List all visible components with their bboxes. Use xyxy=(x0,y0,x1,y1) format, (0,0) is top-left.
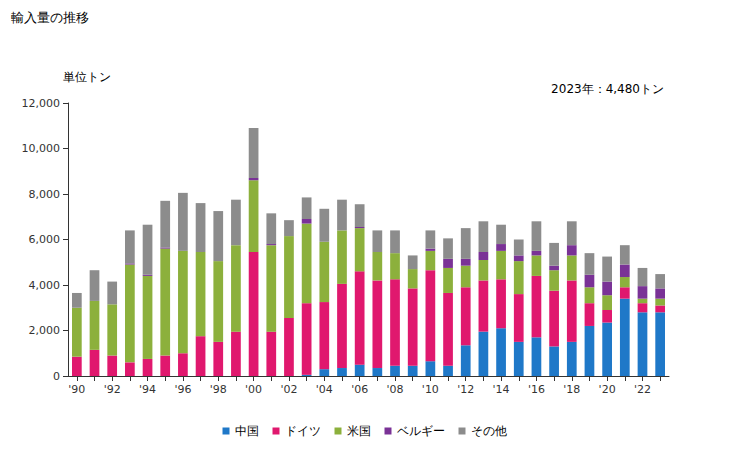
svg-text:'12: '12 xyxy=(457,383,474,396)
svg-text:'06: '06 xyxy=(351,383,368,396)
svg-text:'10: '10 xyxy=(422,383,439,396)
svg-text:'22: '22 xyxy=(634,383,651,396)
svg-text:単位トン: 単位トン xyxy=(63,70,111,84)
svg-text:'08: '08 xyxy=(386,383,403,396)
svg-text:'92: '92 xyxy=(104,383,121,396)
svg-text:米国: 米国 xyxy=(347,424,371,438)
svg-text:'96: '96 xyxy=(174,383,191,396)
svg-text:'16: '16 xyxy=(528,383,545,396)
svg-text:ドイツ: ドイツ xyxy=(285,424,321,438)
svg-text:8,000: 8,000 xyxy=(29,188,61,201)
svg-text:'90: '90 xyxy=(68,383,85,396)
svg-text:その他: その他 xyxy=(471,424,507,438)
svg-text:'02: '02 xyxy=(280,383,297,396)
svg-text:4,000: 4,000 xyxy=(29,279,61,292)
svg-text:6,000: 6,000 xyxy=(29,233,61,246)
svg-text:'94: '94 xyxy=(139,383,156,396)
svg-text:2,000: 2,000 xyxy=(29,324,61,337)
svg-text:'98: '98 xyxy=(210,383,227,396)
svg-text:10,000: 10,000 xyxy=(22,142,61,155)
svg-text:'00: '00 xyxy=(245,383,262,396)
svg-text:'04: '04 xyxy=(316,383,333,396)
svg-text:'20: '20 xyxy=(599,383,616,396)
svg-text:輸入量の推移: 輸入量の推移 xyxy=(11,10,89,25)
svg-text:ベルギー: ベルギー xyxy=(397,424,445,438)
svg-text:中国: 中国 xyxy=(235,424,259,438)
svg-text:2023年：4,480トン: 2023年：4,480トン xyxy=(551,82,664,96)
svg-text:'18: '18 xyxy=(563,383,580,396)
svg-text:'14: '14 xyxy=(493,383,510,396)
svg-text:12,000: 12,000 xyxy=(22,97,61,110)
svg-text:0: 0 xyxy=(53,370,60,383)
